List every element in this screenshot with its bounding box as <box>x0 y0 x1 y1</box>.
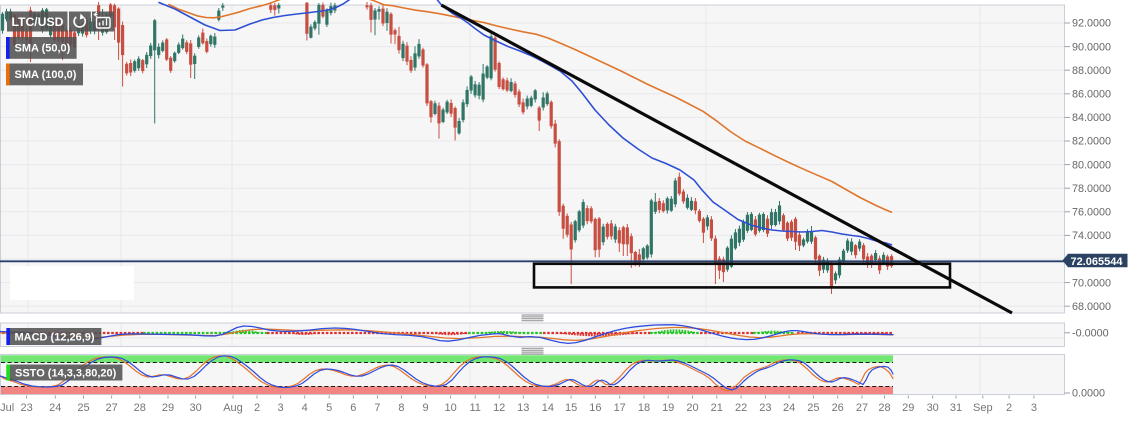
svg-text:-0.0000: -0.0000 <box>1072 328 1109 340</box>
svg-text:27: 27 <box>105 402 117 414</box>
svg-text:7: 7 <box>374 402 380 414</box>
svg-text:SMA (50,0): SMA (50,0) <box>15 43 71 55</box>
svg-text:8: 8 <box>398 402 404 414</box>
svg-text:4: 4 <box>302 402 308 414</box>
svg-text:72.065544: 72.065544 <box>1071 256 1124 268</box>
svg-text:23: 23 <box>20 402 32 414</box>
svg-text:23: 23 <box>759 402 771 414</box>
svg-text:9: 9 <box>422 402 428 414</box>
svg-text:6: 6 <box>350 402 356 414</box>
svg-text:24: 24 <box>49 402 61 414</box>
svg-text:28: 28 <box>134 402 146 414</box>
svg-text:Jul: Jul <box>0 402 14 414</box>
svg-text:68.0000: 68.0000 <box>1072 301 1111 313</box>
svg-text:86.0000: 86.0000 <box>1072 89 1111 101</box>
svg-text:24: 24 <box>783 402 795 414</box>
svg-text:2: 2 <box>254 402 260 414</box>
svg-text:70.0000: 70.0000 <box>1072 277 1111 289</box>
svg-text:5: 5 <box>326 402 332 414</box>
svg-text:19: 19 <box>662 402 674 414</box>
svg-text:10: 10 <box>444 402 456 414</box>
svg-text:80.0000: 80.0000 <box>1072 159 1111 171</box>
svg-text:18: 18 <box>638 402 650 414</box>
svg-text:16: 16 <box>589 402 601 414</box>
svg-text:27: 27 <box>856 402 868 414</box>
svg-text:12: 12 <box>493 402 505 414</box>
svg-text:30: 30 <box>927 402 939 414</box>
svg-text:30: 30 <box>189 402 201 414</box>
svg-text:74.0000: 74.0000 <box>1072 230 1111 242</box>
svg-text:82.0000: 82.0000 <box>1072 136 1111 148</box>
svg-text:25: 25 <box>77 402 89 414</box>
svg-text:13: 13 <box>517 402 529 414</box>
svg-text:3: 3 <box>278 402 284 414</box>
svg-text:2: 2 <box>1006 402 1012 414</box>
svg-text:28: 28 <box>878 402 890 414</box>
svg-text:Aug: Aug <box>223 402 243 414</box>
svg-text:20: 20 <box>686 402 698 414</box>
svg-text:29: 29 <box>902 402 914 414</box>
svg-text:31: 31 <box>950 402 962 414</box>
svg-text:15: 15 <box>565 402 577 414</box>
svg-text:11: 11 <box>469 402 480 414</box>
svg-text:92.0000: 92.0000 <box>1072 18 1111 30</box>
svg-text:14: 14 <box>542 402 554 414</box>
svg-text:26: 26 <box>832 402 844 414</box>
svg-text:SMA (100,0): SMA (100,0) <box>15 69 77 81</box>
svg-text:88.0000: 88.0000 <box>1072 65 1111 77</box>
svg-text:76.0000: 76.0000 <box>1072 207 1111 219</box>
svg-text:3: 3 <box>1031 402 1037 414</box>
svg-text:SSTO (14,3,3,80,20): SSTO (14,3,3,80,20) <box>15 368 117 380</box>
svg-text:MACD (12,26,9): MACD (12,26,9) <box>15 332 95 344</box>
svg-text:90.0000: 90.0000 <box>1072 41 1111 53</box>
svg-text:17: 17 <box>614 402 626 414</box>
svg-text:29: 29 <box>162 402 174 414</box>
svg-text:21: 21 <box>711 402 723 414</box>
svg-text:84.0000: 84.0000 <box>1072 112 1111 124</box>
svg-text:22: 22 <box>735 402 747 414</box>
svg-text:78.0000: 78.0000 <box>1072 183 1111 195</box>
svg-text:Sep: Sep <box>973 402 993 414</box>
svg-text:0.0000: 0.0000 <box>1072 388 1105 400</box>
svg-text:25: 25 <box>807 402 819 414</box>
svg-text:LTC/USD: LTC/USD <box>12 15 64 29</box>
